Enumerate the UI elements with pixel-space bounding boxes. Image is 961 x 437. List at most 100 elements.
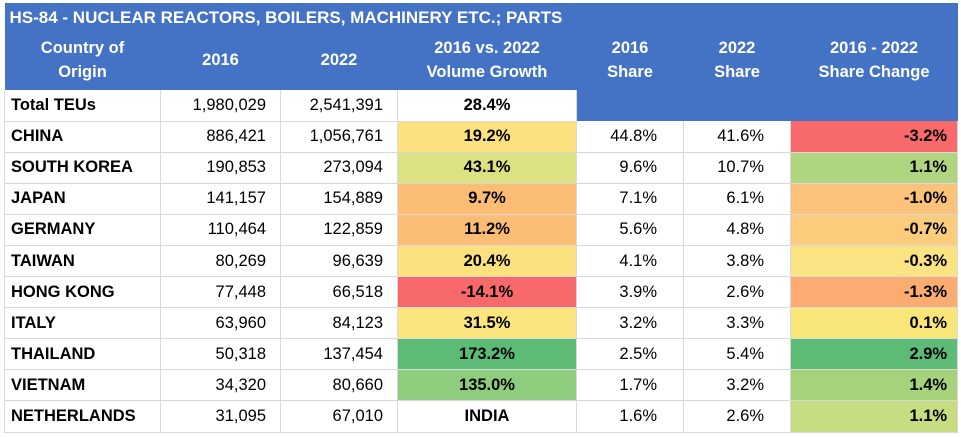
share-2022-cell[interactable]: 5.4%	[683, 338, 791, 371]
value-2022-cell[interactable]: 96,639	[280, 245, 398, 278]
country-cell[interactable]: HONG KONG	[4, 276, 161, 309]
share-change-cell[interactable]: -0.3%	[790, 245, 959, 278]
country-cell[interactable]: SOUTH KOREA	[4, 152, 161, 184]
table-row-hong-kong: HONG KONG 77,448 66,518 -14.1% 3.9% 2.6%…	[4, 276, 959, 309]
table-row-south-korea: SOUTH KOREA 190,853 273,094 43.1% 9.6% 1…	[4, 152, 959, 184]
value-2022-cell[interactable]: 1,056,761	[280, 121, 398, 153]
column-header-2016-share[interactable]: 2016 Share	[576, 32, 684, 90]
column-header-country[interactable]: Country of Origin	[4, 32, 161, 90]
value-2022-cell[interactable]: 67,010	[280, 400, 398, 433]
share-2016-cell[interactable]: 1.6%	[576, 400, 684, 433]
volume-growth-cell[interactable]: 173.2%	[397, 338, 577, 371]
share-change-cell[interactable]: -0.7%	[790, 214, 959, 246]
volume-growth-cell[interactable]: 135.0%	[397, 369, 577, 402]
value-2022-cell[interactable]: 154,889	[280, 183, 398, 215]
share-2016-cell[interactable]: 3.9%	[576, 276, 684, 309]
column-header-2016[interactable]: 2016	[160, 32, 281, 90]
value-2022-cell[interactable]: 122,859	[280, 214, 398, 246]
country-cell[interactable]: GERMANY	[4, 214, 161, 246]
country-cell[interactable]: CHINA	[4, 121, 161, 153]
share-2016-cell[interactable]: 4.1%	[576, 245, 684, 278]
volume-growth-cell[interactable]: 9.7%	[397, 183, 577, 215]
country-cell[interactable]: Total TEUs	[4, 90, 161, 122]
share-change-cell[interactable]: -3.2%	[790, 121, 959, 153]
column-header-line1: 2016 vs. 2022	[434, 39, 540, 58]
country-cell[interactable]: NETHERLANDS	[4, 400, 161, 433]
table-row-vietnam: VIETNAM 34,320 80,660 135.0% 1.7% 3.2% 1…	[4, 369, 959, 402]
share-2016-cell[interactable]: 5.6%	[576, 214, 684, 246]
country-cell[interactable]: VIETNAM	[4, 369, 161, 402]
share-2022-cell[interactable]: 10.7%	[683, 152, 791, 184]
volume-growth-cell[interactable]: 28.4%	[397, 90, 577, 122]
value-2022-cell[interactable]: 80,660	[280, 369, 398, 402]
column-header-volume-growth[interactable]: 2016 vs. 2022 Volume Growth	[397, 32, 577, 90]
column-header-row: Country of Origin 2016 2022 2016 vs. 202…	[4, 32, 958, 90]
volume-growth-cell[interactable]: 19.2%	[397, 121, 577, 153]
column-header-line2: Origin	[58, 63, 107, 81]
value-2016-cell[interactable]: 110,464	[160, 214, 281, 246]
volume-growth-cell[interactable]: 11.2%	[397, 214, 577, 246]
table-row-taiwan: TAIWAN 80,269 96,639 20.4% 4.1% 3.8% -0.…	[4, 245, 959, 278]
value-2022-cell[interactable]: 2,541,391	[280, 90, 398, 122]
share-2016-cell[interactable]: 2.5%	[576, 338, 684, 371]
column-header-line1: Country of	[40, 39, 125, 58]
value-2016-cell[interactable]: 34,320	[160, 369, 281, 402]
share-2022-cell[interactable]: 4.8%	[683, 214, 791, 246]
country-cell[interactable]: TAIWAN	[4, 245, 161, 278]
volume-growth-cell[interactable]: 20.4%	[397, 245, 577, 278]
value-2016-cell[interactable]: 190,853	[160, 152, 281, 184]
table-row-italy: ITALY 63,960 84,123 31.5% 3.2% 3.3% 0.1%	[4, 307, 959, 340]
column-header-line2: Share Change	[818, 63, 930, 81]
share-2016-cell[interactable]	[576, 90, 684, 122]
share-2016-cell[interactable]: 9.6%	[576, 152, 684, 184]
value-2016-cell[interactable]: 50,318	[160, 338, 281, 371]
share-2022-cell[interactable]: 3.2%	[683, 369, 791, 402]
value-2022-cell[interactable]: 66,518	[280, 276, 398, 309]
volume-growth-cell[interactable]: 43.1%	[397, 152, 577, 184]
value-2016-cell[interactable]: 63,960	[160, 307, 281, 340]
value-2016-cell[interactable]: 1,980,029	[160, 90, 281, 122]
country-cell[interactable]: ITALY	[4, 307, 161, 340]
value-2016-cell[interactable]: 31,095	[160, 400, 281, 433]
share-2022-cell[interactable]: 2.6%	[683, 276, 791, 309]
column-header-2022-share[interactable]: 2022 Share	[683, 32, 791, 90]
value-2022-cell[interactable]: 84,123	[280, 307, 398, 340]
country-cell[interactable]: JAPAN	[4, 183, 161, 215]
column-header-line2: Volume Growth	[426, 63, 548, 81]
share-2022-cell[interactable]: 6.1%	[683, 183, 791, 215]
share-change-cell[interactable]: 1.4%	[790, 369, 959, 402]
share-2022-cell[interactable]: 41.6%	[683, 121, 791, 153]
share-2016-cell[interactable]: 1.7%	[576, 369, 684, 402]
share-2016-cell[interactable]: 3.2%	[576, 307, 684, 340]
share-change-cell[interactable]: 1.1%	[790, 152, 959, 184]
volume-growth-cell[interactable]: -14.1%	[397, 276, 577, 309]
share-change-cell[interactable]	[790, 90, 958, 122]
value-2016-cell[interactable]: 886,421	[160, 121, 281, 153]
value-2016-cell[interactable]: 141,157	[160, 183, 281, 215]
value-2016-cell[interactable]: 77,448	[160, 276, 281, 309]
share-change-cell[interactable]: -1.0%	[790, 183, 959, 215]
volume-growth-cell[interactable]: INDIA	[397, 400, 577, 433]
share-change-cell[interactable]: 1.1%	[790, 400, 959, 433]
share-2022-cell[interactable]: 3.3%	[683, 307, 791, 340]
column-header-share-change[interactable]: 2016 - 2022 Share Change	[790, 32, 958, 90]
value-2016-cell[interactable]: 80,269	[160, 245, 281, 278]
share-change-cell[interactable]: -1.3%	[790, 276, 959, 309]
column-header-2022[interactable]: 2022	[280, 32, 398, 90]
share-2022-cell[interactable]: 2.6%	[683, 400, 791, 433]
value-2022-cell[interactable]: 137,454	[280, 338, 398, 371]
share-2016-cell[interactable]: 7.1%	[576, 183, 684, 215]
country-cell[interactable]: THAILAND	[4, 338, 161, 371]
column-header-line2: Share	[714, 63, 760, 81]
table-title[interactable]: HS-84 - NUCLEAR REACTORS, BOILERS, MACHI…	[4, 3, 958, 32]
share-2016-cell[interactable]: 44.8%	[576, 121, 684, 153]
share-2022-cell[interactable]: 3.8%	[683, 245, 791, 278]
volume-growth-cell[interactable]: 31.5%	[397, 307, 577, 340]
share-2022-cell[interactable]	[683, 90, 791, 122]
share-change-cell[interactable]: 2.9%	[790, 338, 959, 371]
value-2022-cell[interactable]: 273,094	[280, 152, 398, 184]
table-row-netherlands: NETHERLANDS 31,095 67,010 INDIA 1.6% 2.6…	[4, 400, 959, 433]
share-change-cell[interactable]: 0.1%	[790, 307, 959, 340]
column-header-line1: 2016	[202, 51, 239, 70]
